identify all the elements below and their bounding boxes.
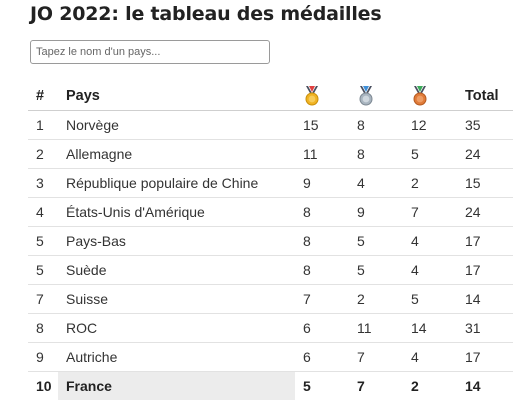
silver-count-cell: 7 [357, 378, 365, 394]
country-cell: France [58, 371, 295, 400]
total-cell: 31 [457, 313, 513, 343]
total-cell: 24 [457, 197, 513, 227]
total-column-header[interactable]: Total [457, 82, 513, 111]
bronze-count-cell: 4 [403, 342, 457, 372]
country-cell: États-Unis d'Amérique [58, 197, 295, 227]
gold-count-cell: 11 [295, 139, 349, 169]
bronze-count-cell: 5 [403, 284, 457, 314]
bronze-medal-icon [413, 86, 427, 106]
bronze-count-cell: 5 [403, 139, 457, 169]
bronze-count-cell: 2 [403, 168, 457, 198]
table-row: 5 Pays-Bas 8 5 4 17 [28, 226, 513, 256]
table-row: 9 Autriche 6 7 4 17 [28, 342, 513, 372]
table-row: 8 ROC 6 11 14 31 [28, 313, 513, 343]
rank-cell: 1 [28, 110, 58, 140]
gold-count-cell: 8 [295, 255, 349, 285]
country-cell: République populaire de Chine [58, 168, 295, 198]
country-cell: Pays-Bas [58, 226, 295, 256]
total-cell: 24 [457, 139, 513, 169]
rank-column-header[interactable]: # [28, 82, 58, 111]
silver-count-cell: 4 [349, 168, 403, 198]
rank-cell: 2 [28, 139, 58, 169]
gold-count-cell: 9 [295, 168, 349, 198]
table-header-row: # Pays [28, 82, 513, 111]
silver-count-cell: 9 [349, 197, 403, 227]
rank-cell: 5 [28, 226, 58, 256]
country-cell: ROC [58, 313, 295, 343]
table-row: 1 Norvège 15 8 12 35 [28, 110, 513, 140]
rank-cell: 3 [28, 168, 58, 198]
rank-cell: 10 [36, 378, 52, 394]
silver-count-cell: 8 [349, 139, 403, 169]
country-cell: Suède [58, 255, 295, 285]
silver-count-cell: 5 [349, 255, 403, 285]
gold-medal-icon [305, 86, 319, 106]
country-search-input[interactable] [30, 40, 270, 64]
bronze-count-cell: 2 [411, 378, 419, 394]
total-cell: 14 [465, 378, 481, 394]
country-cell: Suisse [58, 284, 295, 314]
total-cell: 17 [457, 226, 513, 256]
gold-count-cell: 8 [295, 226, 349, 256]
silver-medal-icon [359, 86, 373, 106]
gold-count-cell: 6 [295, 342, 349, 372]
gold-count-cell: 7 [295, 284, 349, 314]
table-row: 7 Suisse 7 2 5 14 [28, 284, 513, 314]
bronze-count-cell: 7 [403, 197, 457, 227]
rank-cell: 9 [28, 342, 58, 372]
page-title: JO 2022: le tableau des médailles [30, 3, 382, 25]
table-row: 2 Allemagne 11 8 5 24 [28, 139, 513, 169]
silver-count-cell: 11 [349, 313, 403, 343]
table-body: 1 Norvège 15 8 12 35 2 Allemagne 11 8 5 24 3 Républiq… [28, 110, 513, 400]
bronze-column-header[interactable] [403, 82, 457, 111]
total-cell: 14 [457, 284, 513, 314]
country-cell: Autriche [58, 342, 295, 372]
gold-count-cell: 8 [295, 197, 349, 227]
silver-count-cell: 2 [349, 284, 403, 314]
gold-count-cell: 5 [303, 378, 311, 394]
table-row: 5 Suède 8 5 4 17 [28, 255, 513, 285]
country-column-header[interactable]: Pays [58, 82, 295, 111]
bronze-count-cell: 14 [403, 313, 457, 343]
gold-count-cell: 6 [295, 313, 349, 343]
silver-column-header[interactable] [349, 82, 403, 111]
table-row: 4 États-Unis d'Amérique 8 9 7 24 [28, 197, 513, 227]
gold-column-header[interactable] [295, 82, 349, 111]
country-cell: Allemagne [58, 139, 295, 169]
medal-table: # Pays [28, 82, 513, 400]
bronze-count-cell: 12 [403, 110, 457, 140]
rank-cell: 7 [28, 284, 58, 314]
total-cell: 15 [457, 168, 513, 198]
gold-count-cell: 15 [295, 110, 349, 140]
bronze-count-cell: 4 [403, 255, 457, 285]
total-cell: 35 [457, 110, 513, 140]
bronze-count-cell: 4 [403, 226, 457, 256]
silver-count-cell: 7 [349, 342, 403, 372]
table-row: 3 République populaire de Chine 9 4 2 15 [28, 168, 513, 198]
silver-count-cell: 5 [349, 226, 403, 256]
country-cell: Norvège [58, 110, 295, 140]
rank-cell: 5 [28, 255, 58, 285]
table-row: 10 France 5 7 2 14 [28, 371, 513, 400]
total-cell: 17 [457, 255, 513, 285]
total-cell: 17 [457, 342, 513, 372]
rank-cell: 8 [28, 313, 58, 343]
silver-count-cell: 8 [349, 110, 403, 140]
rank-cell: 4 [28, 197, 58, 227]
